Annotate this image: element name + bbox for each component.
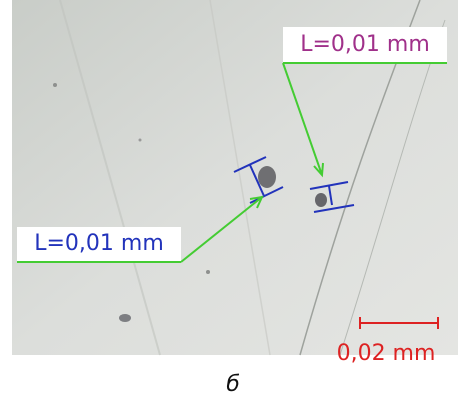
- annotation: L=0,01 mm: [300, 32, 430, 57]
- caption: б: [226, 372, 240, 397]
- scale-label: 0,02 mm: [337, 341, 436, 366]
- annotation: L=0,01 mm: [34, 231, 164, 256]
- figure: L=0,01 mm L=0,01 mm 0,02 mm б: [0, 0, 460, 417]
